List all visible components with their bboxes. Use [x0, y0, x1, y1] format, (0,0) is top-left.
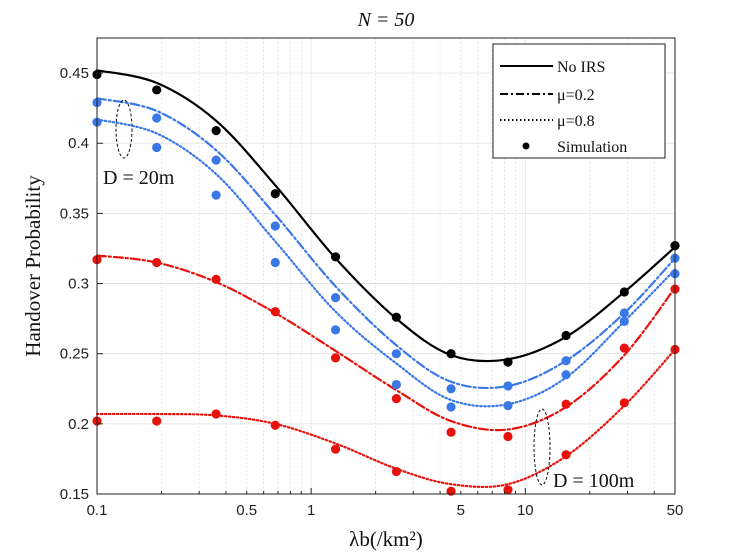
sim-point [270, 307, 280, 317]
sim-point [619, 343, 629, 353]
sim-point [446, 402, 456, 412]
sim-point [211, 409, 221, 419]
annotation-d100: D = 100m [553, 470, 635, 492]
series-line-2 [95, 118, 677, 408]
sim-point [330, 353, 341, 363]
sim-point [391, 393, 401, 404]
ticks: 0.15 0.2 0.25 0.3 0.35 0.4 0.45 0.1 0.5 1 5 10 50 [60, 65, 684, 519]
sim-point [391, 379, 401, 390]
sim-point [561, 450, 571, 460]
sim-point [211, 190, 221, 200]
y-tick-label: 0.4 [68, 135, 89, 152]
simulation-markers [92, 69, 680, 496]
sim-point [503, 401, 513, 411]
chart-title: N = 50 [357, 9, 415, 31]
sim-point [446, 427, 456, 437]
x-tick-label: 5 [457, 502, 465, 519]
sim-point [446, 384, 456, 394]
legend-box [492, 43, 666, 159]
x-tick-label: 50 [667, 502, 684, 519]
sim-point [561, 356, 571, 366]
sim-point [446, 486, 456, 496]
sim-point [330, 292, 341, 303]
sim-point [330, 252, 341, 262]
x-tick-label: 10 [517, 502, 534, 519]
sim-point [330, 444, 341, 454]
series-line-0 [95, 69, 677, 363]
x-tick-label: 1 [307, 502, 315, 519]
legend-label-mu02: μ=0.2 [557, 87, 595, 104]
series-line-4 [95, 348, 677, 489]
sim-point [503, 485, 513, 495]
y-tick-label: 0.25 [60, 346, 89, 363]
sim-point [561, 370, 571, 380]
sim-point [152, 142, 162, 153]
y-tick-label: 0.3 [68, 276, 89, 293]
sim-point [270, 221, 280, 231]
sim-point [619, 308, 629, 318]
sim-point [211, 126, 221, 136]
sim-point [391, 312, 401, 322]
sim-point [619, 287, 629, 297]
sim-point [211, 155, 221, 165]
sim-point [446, 349, 456, 359]
x-tick-label: 0.1 [87, 502, 108, 519]
y-tick-label: 0.15 [60, 486, 89, 503]
sim-point [391, 466, 401, 477]
x-tick-label: 0.5 [236, 502, 257, 519]
sim-point [152, 416, 162, 426]
annotation-d20: D = 20m [103, 167, 175, 189]
sim-point [561, 399, 571, 409]
sim-point [270, 189, 280, 199]
sim-point [391, 349, 401, 359]
legend-marker-simulation [522, 142, 530, 150]
y-tick-label: 0.45 [60, 65, 89, 82]
sim-point [152, 85, 162, 95]
series-line-1 [95, 97, 677, 390]
sim-point [561, 330, 571, 341]
sim-point [503, 357, 513, 367]
y-axis-label: Handover Probability [21, 175, 45, 357]
legend-label-simulation: Simulation [557, 139, 627, 156]
legend-label-mu08: μ=0.8 [557, 113, 595, 130]
sim-point [270, 257, 280, 268]
sim-point [270, 420, 280, 430]
y-tick-label: 0.2 [68, 416, 89, 433]
sim-point [619, 316, 629, 327]
plot-frame [96, 37, 676, 495]
ellipse-d20 [115, 99, 133, 159]
legend: No IRS μ=0.2 μ=0.8 Simulation [492, 43, 666, 159]
sim-point [503, 431, 513, 442]
ellipse-d100 [533, 408, 551, 486]
sim-point [152, 113, 162, 123]
sim-point [211, 274, 221, 284]
sim-point [152, 257, 162, 268]
legend-label-no-irs: No IRS [557, 59, 605, 76]
sim-point [330, 325, 341, 335]
sim-point [503, 381, 513, 391]
y-tick-label: 0.35 [60, 205, 89, 222]
x-axis-label: λb(/km²) [349, 527, 423, 551]
sim-point [619, 398, 629, 408]
series-line-3 [95, 254, 677, 432]
